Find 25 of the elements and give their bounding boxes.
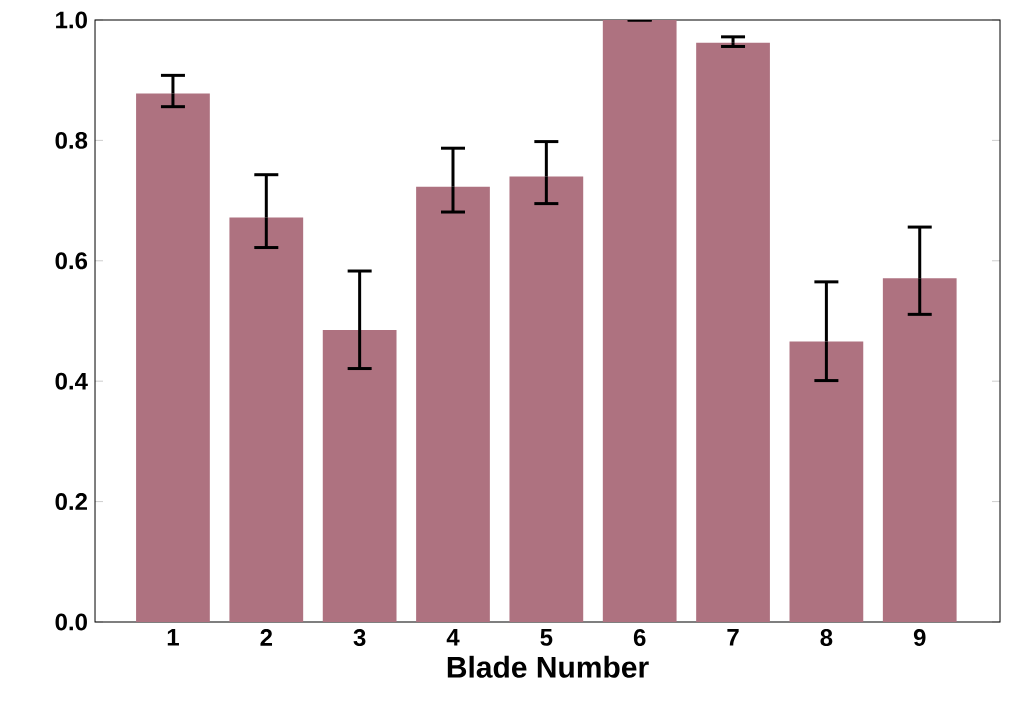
x-tick-label: 4 — [446, 629, 460, 646]
x-tick-label: 3 — [353, 629, 366, 647]
x-tick-label: 9 — [913, 629, 926, 647]
bar — [509, 176, 584, 622]
x-tick-label: 8 — [820, 629, 833, 647]
bar — [882, 278, 957, 622]
x-tick-label: 5 — [540, 629, 553, 646]
x-tick-label: 6 — [633, 629, 646, 647]
y-tick-label: 0.2 — [55, 493, 87, 511]
bar — [136, 93, 210, 622]
x-tick-label: 1 — [167, 629, 179, 646]
bar — [789, 341, 864, 622]
y-tick-label: 1.0 — [56, 11, 87, 29]
x-tick-label: 2 — [260, 629, 273, 646]
y-tick-label: 0.4 — [55, 372, 88, 390]
x-tick-label: 7 — [727, 629, 739, 646]
bar — [602, 19, 677, 622]
bar — [696, 42, 770, 622]
y-tick-label: 0.0 — [55, 613, 87, 631]
bar — [322, 330, 397, 622]
y-tick-label: 0.6 — [55, 252, 88, 270]
y-tick-label: 0.8 — [55, 131, 88, 149]
bar — [416, 186, 490, 622]
x-axis-title: Blade Number — [447, 655, 649, 678]
bar — [229, 217, 304, 622]
